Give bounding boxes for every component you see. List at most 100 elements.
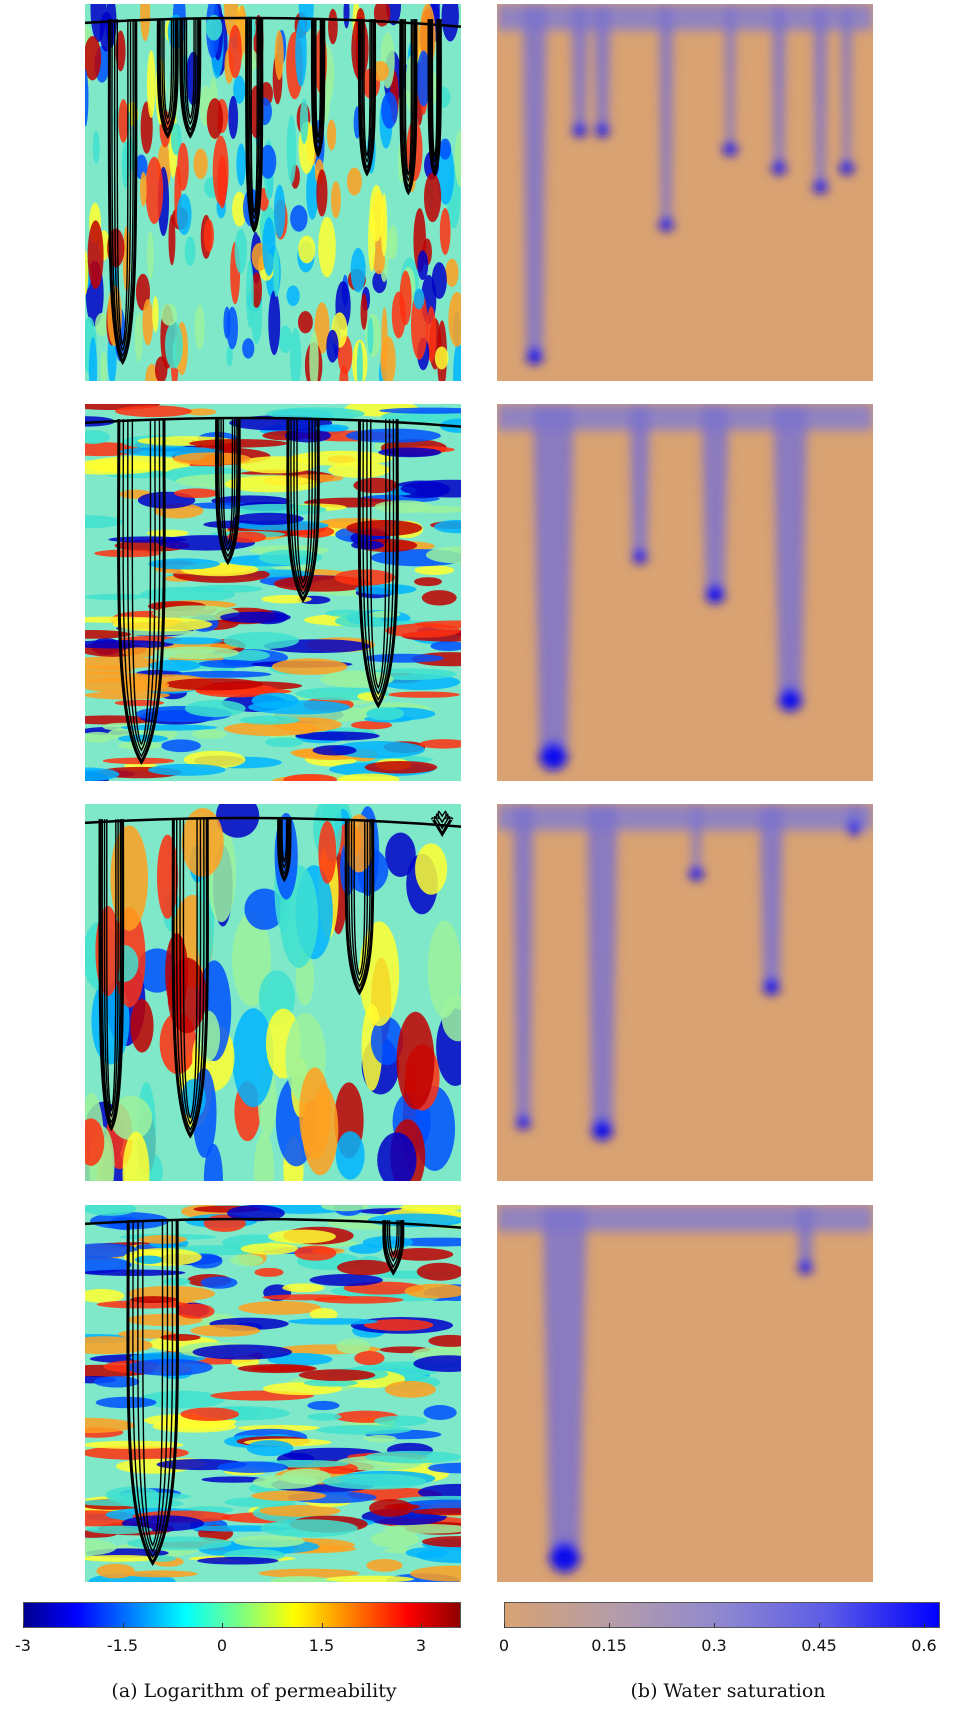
permeability-blob xyxy=(148,558,220,570)
permeability-blob xyxy=(325,1575,415,1582)
permeability-blob xyxy=(417,250,429,280)
permeability-blob xyxy=(215,804,260,838)
permeability-blob xyxy=(423,1404,457,1420)
colorbar-tick-label: 0 xyxy=(498,1636,510,1655)
permeability-field-4 xyxy=(85,1205,461,1582)
finger-contour xyxy=(131,419,152,746)
colorbar-tick-label: 0.45 xyxy=(801,1636,837,1655)
permeability-blob xyxy=(414,565,455,575)
permeability-blob xyxy=(242,338,255,359)
permeability-blob xyxy=(364,1434,397,1443)
permeability-blob xyxy=(307,1413,342,1421)
finger-contour xyxy=(293,419,313,590)
permeability-blob xyxy=(287,1318,378,1325)
permeability-blob xyxy=(387,691,461,698)
permeability-blob xyxy=(413,288,425,310)
permeability-blob xyxy=(322,1473,427,1490)
permeability-blob xyxy=(130,999,154,1053)
permeability-blob xyxy=(160,1334,201,1341)
saturation-colorbar xyxy=(504,1602,940,1628)
finger-contour xyxy=(361,19,373,164)
water-finger xyxy=(587,804,618,1132)
finger-contour xyxy=(385,1220,402,1269)
finger-contour xyxy=(388,1220,398,1257)
permeability-blob xyxy=(318,216,336,278)
permeability-blob xyxy=(328,8,338,45)
permeability-blob xyxy=(330,181,341,219)
permeability-blob xyxy=(410,1565,461,1582)
permeability-panel-3 xyxy=(85,804,461,1181)
finger-contour xyxy=(247,19,261,226)
finger-contour xyxy=(427,19,442,177)
finger-tip xyxy=(813,179,828,194)
permeability-blob xyxy=(161,739,201,753)
permeability-blob xyxy=(238,1301,322,1315)
permeability-blob xyxy=(298,235,316,264)
finger-contour xyxy=(401,19,416,188)
finger-contour xyxy=(101,819,122,1124)
colorbar-tick-label: -1.5 xyxy=(106,1636,139,1655)
permeability-blob xyxy=(146,50,156,118)
finger-contour xyxy=(222,419,234,546)
permeability-blob xyxy=(273,247,280,298)
finger-contour xyxy=(218,419,238,558)
permeability-blob xyxy=(180,1407,239,1421)
permeability-blob xyxy=(188,584,263,593)
finger-tip xyxy=(549,1541,581,1573)
permeability-blob xyxy=(400,479,461,498)
finger-contour xyxy=(185,19,195,120)
finger-contour xyxy=(175,819,205,1132)
permeability-blob xyxy=(172,452,251,466)
permeability-blob xyxy=(85,1539,117,1556)
permeability-blob xyxy=(399,270,412,326)
permeability-blob xyxy=(134,312,143,362)
finger-contour xyxy=(281,819,288,863)
water-finger xyxy=(542,1205,587,1557)
permeability-blob xyxy=(346,519,423,537)
permeability-blob xyxy=(85,1256,132,1274)
permeability-blob xyxy=(353,477,399,494)
permeability-blob xyxy=(309,1308,338,1321)
finger-contour xyxy=(111,19,134,358)
permeability-blob xyxy=(314,424,349,432)
permeability-blob xyxy=(233,512,304,525)
saturation-contours xyxy=(85,16,461,366)
permeability-blob xyxy=(431,262,447,300)
finger-tip xyxy=(705,584,725,604)
permeability-blob xyxy=(226,306,238,350)
permeability-blob xyxy=(413,620,461,628)
permeability-blob xyxy=(85,1445,189,1460)
permeability-blob xyxy=(85,1205,137,1216)
permeability-blob xyxy=(374,1415,428,1427)
permeability-blob xyxy=(318,820,337,884)
colorbar-tick xyxy=(122,1623,124,1628)
finger-tip xyxy=(847,821,862,836)
finger-contour xyxy=(357,19,377,177)
finger-contour xyxy=(296,419,310,584)
finger-contour xyxy=(245,19,264,234)
colorbar-tick xyxy=(714,1623,715,1628)
permeability-blob xyxy=(267,1229,336,1244)
finger-contour xyxy=(399,19,418,196)
colorbar-tick-label: 0.3 xyxy=(701,1636,727,1655)
permeability-blob xyxy=(421,1536,461,1548)
permeability-blob xyxy=(96,1563,135,1579)
permeability-blob xyxy=(201,1476,266,1483)
permeability-blob xyxy=(380,336,396,381)
permeability-blob xyxy=(85,731,113,743)
permeability-blob xyxy=(198,659,261,668)
finger-contour xyxy=(404,19,413,176)
finger-contour xyxy=(250,19,258,214)
permeability-blob xyxy=(404,1283,461,1299)
permeability-blob xyxy=(228,24,242,79)
permeability-blob xyxy=(354,1351,385,1366)
permeability-blob xyxy=(278,325,293,354)
colorbar-tick xyxy=(819,1623,820,1628)
permeability-blob xyxy=(434,346,449,370)
permeability-blob xyxy=(193,148,208,180)
finger-contour xyxy=(386,1220,400,1263)
permeability-blob xyxy=(425,546,461,564)
permeability-blob xyxy=(314,302,330,354)
permeability-blob xyxy=(95,1396,157,1409)
permeability-blob xyxy=(85,250,89,296)
